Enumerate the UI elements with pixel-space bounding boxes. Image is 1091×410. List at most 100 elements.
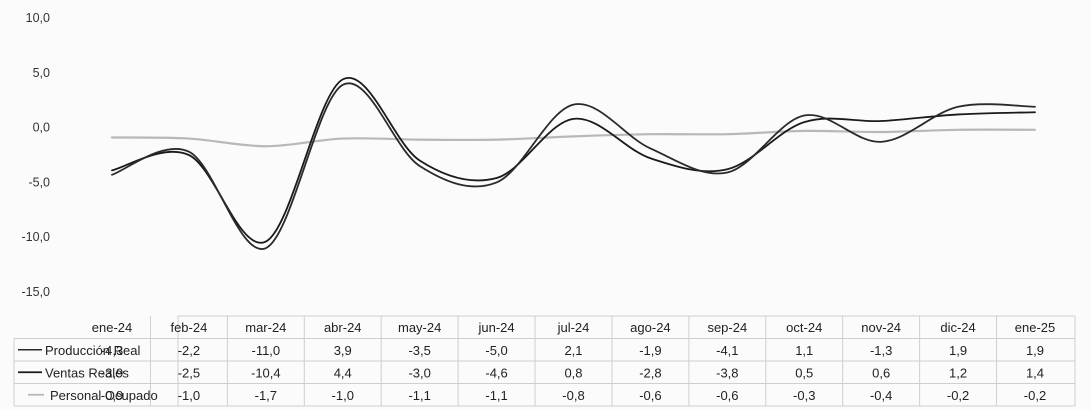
data-label: -0,3 bbox=[793, 388, 815, 403]
x-tick-label: ene-24 bbox=[92, 320, 132, 335]
data-label: -0,4 bbox=[870, 388, 892, 403]
data-point bbox=[188, 151, 190, 153]
data-point bbox=[342, 79, 344, 81]
data-label: -1,3 bbox=[870, 343, 892, 358]
data-label: -0,9 bbox=[101, 388, 123, 403]
x-tick-label: feb-24 bbox=[170, 320, 207, 335]
x-tick-label: abr-24 bbox=[324, 320, 362, 335]
x-tick-label: jun-24 bbox=[478, 320, 515, 335]
data-point bbox=[1034, 106, 1036, 108]
data-point bbox=[496, 139, 498, 141]
x-tick-label: nov-24 bbox=[861, 320, 901, 335]
data-label: 4,4 bbox=[334, 365, 352, 380]
data-point bbox=[419, 139, 421, 141]
y-tick-label: -15,0 bbox=[22, 285, 51, 299]
data-point bbox=[880, 120, 882, 122]
data-point bbox=[573, 118, 575, 120]
data-point bbox=[573, 136, 575, 138]
series-line bbox=[111, 76, 1036, 244]
data-label: 1,1 bbox=[795, 343, 813, 358]
data-point bbox=[342, 138, 344, 140]
data-point bbox=[957, 129, 959, 131]
x-tick-label: dic-24 bbox=[940, 320, 975, 335]
data-label: -10,4 bbox=[251, 365, 281, 380]
data-label: -0,8 bbox=[562, 388, 584, 403]
data-point bbox=[803, 115, 805, 117]
data-label: 2,1 bbox=[564, 343, 582, 358]
data-point bbox=[342, 84, 344, 86]
data-label: -0,6 bbox=[716, 388, 738, 403]
data-point bbox=[111, 174, 113, 176]
data-point bbox=[727, 172, 729, 174]
data-label: 1,2 bbox=[949, 365, 967, 380]
x-tick-label: ene-25 bbox=[1015, 320, 1055, 335]
y-axis-ticks: 10,0 5,0 0,0 -5,0 -10,0 -15,0 bbox=[22, 11, 51, 299]
x-tick-label: sep-24 bbox=[707, 320, 747, 335]
data-point bbox=[111, 137, 113, 139]
data-label: -4,6 bbox=[485, 365, 507, 380]
legend-label: Ventas Reales bbox=[45, 365, 129, 380]
data-label: -5,0 bbox=[485, 343, 507, 358]
data-label: 1,9 bbox=[1026, 343, 1044, 358]
legend-label: Producción Real bbox=[45, 343, 140, 358]
data-point bbox=[111, 170, 113, 172]
data-label: -3,0 bbox=[408, 365, 430, 380]
data-point bbox=[188, 154, 190, 156]
x-tick-label: oct-24 bbox=[786, 320, 822, 335]
data-label: 0,8 bbox=[564, 365, 582, 380]
data-point bbox=[957, 114, 959, 116]
data-label: 1,4 bbox=[1026, 365, 1044, 380]
data-label: -3,9 bbox=[101, 365, 123, 380]
data-label: 3,9 bbox=[334, 343, 352, 358]
data-point bbox=[573, 104, 575, 106]
series-producción-real bbox=[111, 82, 1036, 250]
data-label: -2,5 bbox=[178, 365, 200, 380]
series-line bbox=[110, 128, 1037, 148]
y-tick-label: 10,0 bbox=[26, 11, 50, 25]
x-tick-label: may-24 bbox=[398, 320, 441, 335]
data-point bbox=[188, 138, 190, 140]
data-point bbox=[1034, 111, 1036, 113]
legend-label: Personal Ocupado bbox=[50, 388, 158, 403]
data-point bbox=[496, 182, 498, 184]
data-label: -1,1 bbox=[408, 388, 430, 403]
data-label: -2,8 bbox=[639, 365, 661, 380]
data-point bbox=[650, 148, 652, 150]
data-point bbox=[419, 165, 421, 167]
data-point bbox=[265, 145, 267, 147]
data-label: -11,0 bbox=[251, 343, 280, 358]
x-tick-label: ago-24 bbox=[630, 320, 670, 335]
series-ventas-reales bbox=[111, 76, 1036, 244]
data-point bbox=[1034, 129, 1036, 131]
data-label: -1,7 bbox=[255, 388, 277, 403]
data-label: -0,2 bbox=[1024, 388, 1046, 403]
data-label: 1,9 bbox=[949, 343, 967, 358]
data-point bbox=[496, 177, 498, 179]
data-point bbox=[880, 141, 882, 143]
data-label: -3,5 bbox=[408, 343, 430, 358]
y-tick-label: -5,0 bbox=[28, 175, 50, 189]
data-label: -4,1 bbox=[716, 343, 738, 358]
data-point bbox=[803, 121, 805, 123]
series-lines bbox=[110, 76, 1037, 250]
data-label: -1,1 bbox=[485, 388, 507, 403]
data-label: -0,6 bbox=[639, 388, 661, 403]
x-tick-label: mar-24 bbox=[245, 320, 286, 335]
series-line bbox=[111, 82, 1036, 250]
data-point bbox=[727, 168, 729, 170]
data-point bbox=[957, 106, 959, 108]
data-label: -0,2 bbox=[947, 388, 969, 403]
data-label: 0,5 bbox=[795, 365, 813, 380]
data-label: 0,6 bbox=[872, 365, 890, 380]
data-label: -2,2 bbox=[178, 343, 200, 358]
data-label: -3,8 bbox=[716, 365, 738, 380]
data-point bbox=[265, 241, 267, 243]
data-point bbox=[880, 131, 882, 133]
y-tick-label: -10,0 bbox=[22, 230, 51, 244]
data-point bbox=[419, 160, 421, 162]
data-point bbox=[650, 133, 652, 135]
y-tick-label: 0,0 bbox=[33, 121, 50, 135]
data-point bbox=[803, 130, 805, 132]
data-point bbox=[265, 247, 267, 249]
